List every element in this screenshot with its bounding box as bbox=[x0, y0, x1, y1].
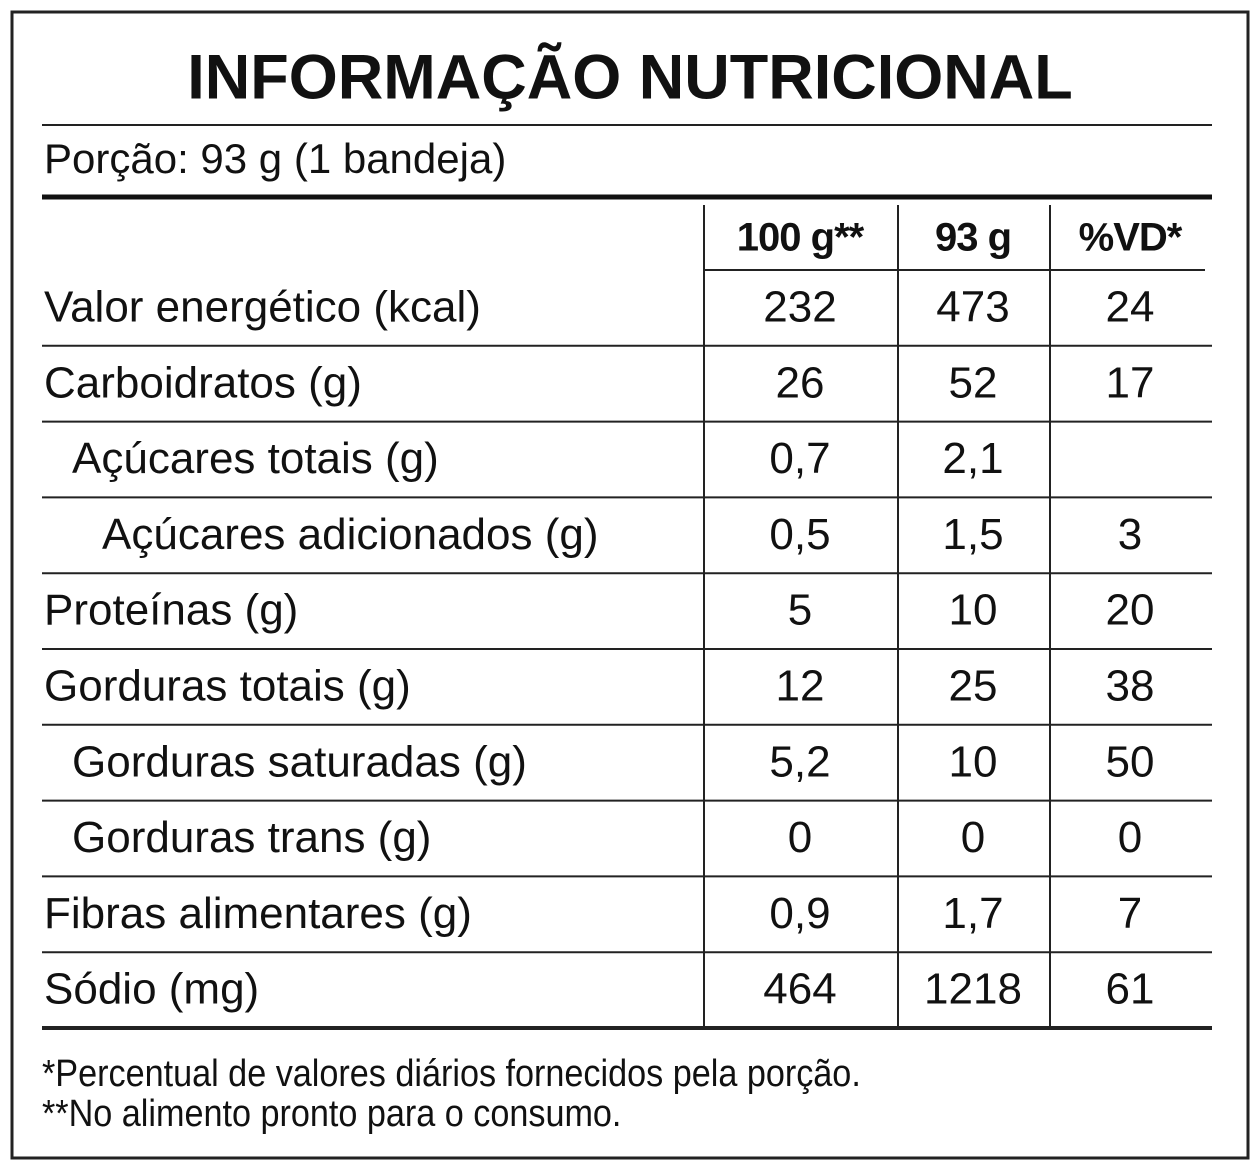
cell-value: 0 bbox=[961, 813, 985, 862]
cell-value: 3 bbox=[1118, 510, 1142, 559]
cell-value: 0 bbox=[1118, 813, 1142, 862]
cell-value: 20 bbox=[1106, 586, 1155, 635]
cell-value: 7 bbox=[1118, 889, 1142, 938]
row-label: Gorduras saturadas (g) bbox=[72, 737, 527, 786]
cell-value: 1,5 bbox=[942, 510, 1003, 559]
cell-value: 473 bbox=[936, 283, 1009, 332]
frame bbox=[10, 10, 1250, 1160]
cell-value: 12 bbox=[776, 662, 825, 711]
cell-value: 5,2 bbox=[769, 737, 830, 786]
cell-value: 0,7 bbox=[769, 434, 830, 483]
cell-value: 2,1 bbox=[942, 434, 1003, 483]
cell-value: 17 bbox=[1106, 358, 1155, 407]
row-label: Fibras alimentares (g) bbox=[44, 889, 472, 938]
title: INFORMAÇÃO NUTRICIONAL bbox=[187, 42, 1072, 113]
row-label: Carboidratos (g) bbox=[44, 358, 362, 407]
cell-value: 61 bbox=[1106, 965, 1155, 1014]
cell-value: 0 bbox=[788, 813, 812, 862]
column-header: 100 g** bbox=[737, 216, 865, 260]
column-header: %VD* bbox=[1079, 216, 1183, 260]
cell-value: 0,5 bbox=[769, 510, 830, 559]
row-label: Sódio (mg) bbox=[44, 965, 259, 1014]
row-label: Açúcares adicionados (g) bbox=[102, 510, 598, 559]
cell-value: 50 bbox=[1106, 737, 1155, 786]
cell-value: 1,7 bbox=[942, 889, 1003, 938]
footnote: **No alimento pronto para o consumo. bbox=[42, 1091, 621, 1134]
cell-value: 464 bbox=[763, 965, 836, 1014]
row-label: Gorduras trans (g) bbox=[72, 813, 431, 862]
cell-value: 1218 bbox=[924, 965, 1022, 1014]
cell-value: 5 bbox=[788, 586, 812, 635]
row-label: Gorduras totais (g) bbox=[44, 662, 411, 711]
serving: Porção: 93 g (1 bandeja) bbox=[44, 135, 506, 182]
cell-value: 10 bbox=[949, 586, 998, 635]
column-header: 93 g bbox=[935, 216, 1011, 260]
cell-value: 24 bbox=[1106, 283, 1155, 332]
footnote: *Percentual de valores diários fornecido… bbox=[42, 1051, 861, 1094]
row-label: Açúcares totais (g) bbox=[72, 434, 439, 483]
cell-value: 38 bbox=[1106, 662, 1155, 711]
cell-value: 232 bbox=[763, 283, 836, 332]
cell-value: 52 bbox=[949, 358, 998, 407]
cell-value: 25 bbox=[949, 662, 998, 711]
row-label: Proteínas (g) bbox=[44, 586, 298, 635]
cell-value: 26 bbox=[776, 358, 825, 407]
cell-value: 10 bbox=[949, 737, 998, 786]
row-label: Valor energético (kcal) bbox=[44, 283, 481, 332]
cell-value: 0,9 bbox=[769, 889, 830, 938]
